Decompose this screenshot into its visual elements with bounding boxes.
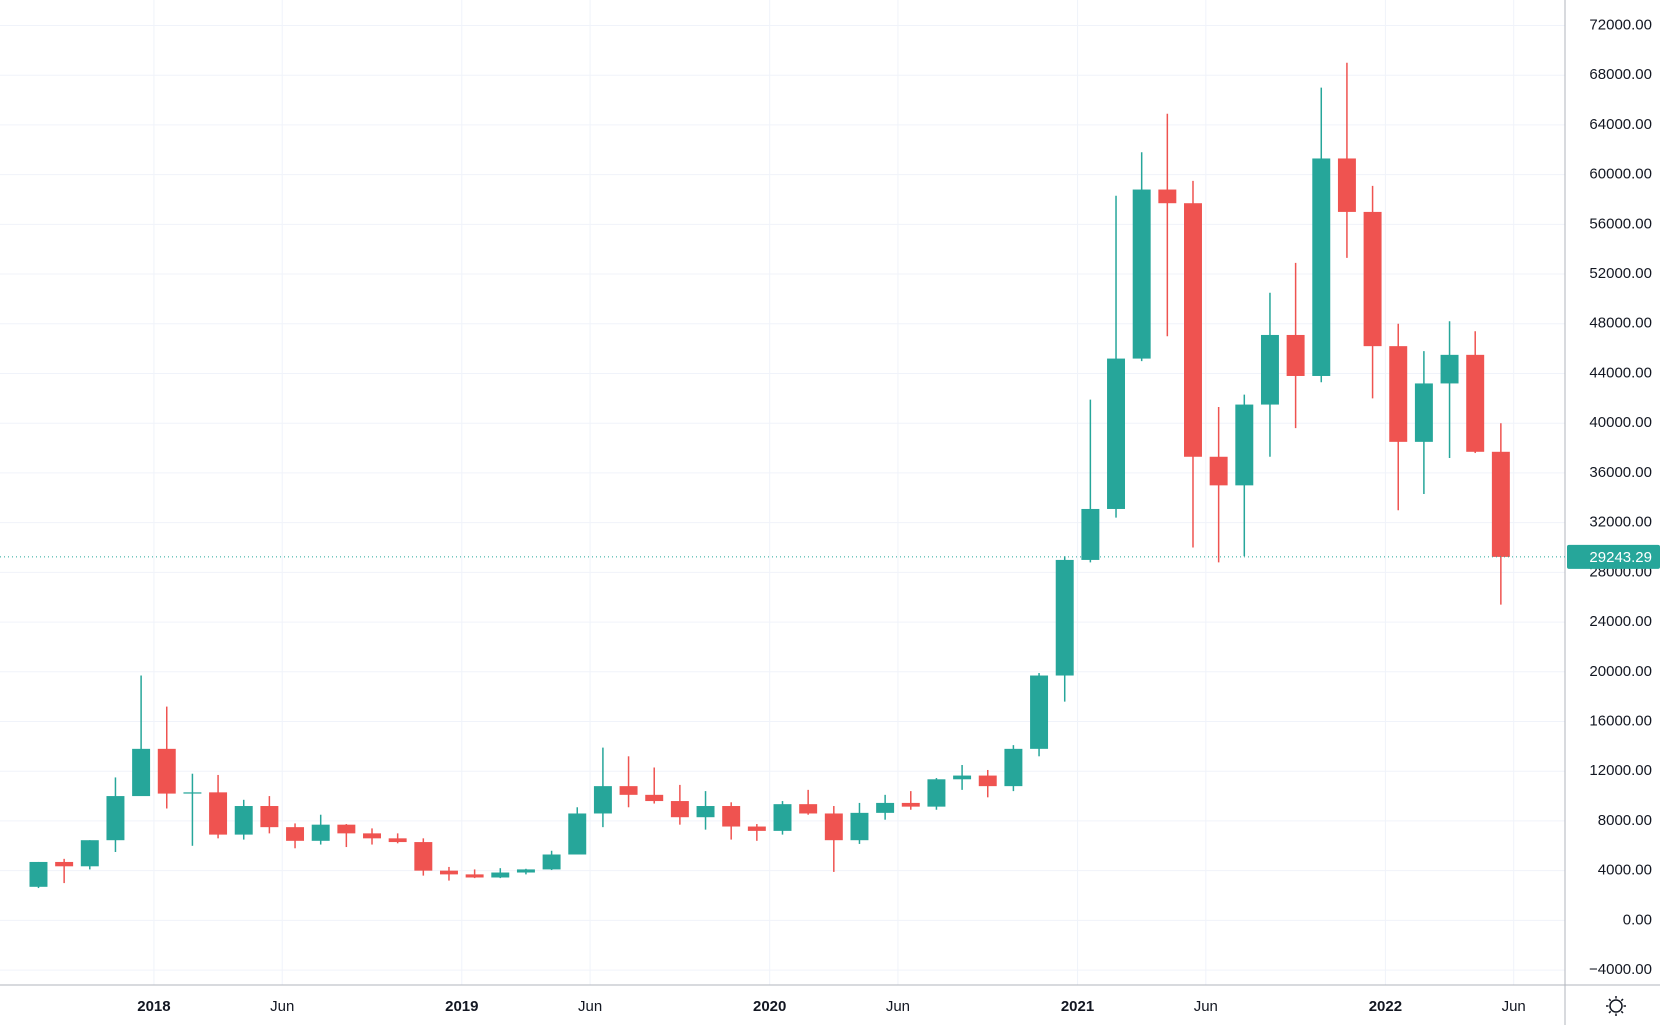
candle-body (824, 813, 843, 841)
candle-body (1004, 748, 1023, 787)
candle-body (593, 786, 612, 814)
y-tick-label: 8000.00 (1598, 812, 1652, 829)
candle-body (876, 802, 895, 813)
candle-body (414, 842, 433, 871)
candle-body (850, 812, 869, 841)
x-tick-label: 2019 (445, 998, 478, 1015)
y-tick-label: 12000.00 (1589, 762, 1652, 779)
candle-body (1081, 508, 1100, 560)
candle-body (465, 874, 484, 878)
candle-body (363, 833, 381, 839)
candle-body (1414, 383, 1433, 442)
candle-body (439, 870, 458, 875)
candle-body (1209, 456, 1228, 486)
y-tick-label: 72000.00 (1589, 16, 1652, 33)
candle-body (29, 861, 48, 887)
y-tick-label: 32000.00 (1589, 514, 1652, 531)
candle-body (1389, 346, 1408, 442)
candle-body (286, 827, 305, 841)
y-tick-label: 60000.00 (1589, 166, 1652, 183)
candle-body (234, 806, 253, 835)
y-tick-label: 0.00 (1623, 911, 1652, 928)
candle-body (670, 801, 689, 818)
candle-body (337, 824, 356, 834)
candle-body (901, 802, 920, 807)
y-tick-label: 20000.00 (1589, 663, 1652, 680)
candle-body (157, 748, 176, 794)
candle-body (696, 806, 715, 818)
candle-body (132, 748, 151, 797)
settings-icon[interactable] (1606, 996, 1626, 1016)
candle-body (1260, 334, 1279, 405)
candle-body (388, 838, 407, 843)
last-price-label: 29243.29 (1589, 549, 1652, 566)
candle-body (80, 840, 99, 867)
y-tick-label: 68000.00 (1589, 66, 1652, 83)
x-tick-label: Jun (270, 998, 294, 1015)
last-price-box (1567, 544, 1660, 569)
candle-body (799, 804, 818, 814)
candle-body (619, 786, 638, 795)
candle-body (1440, 354, 1459, 384)
candle-body (1158, 189, 1177, 204)
grid (0, 0, 1565, 985)
x-tick-label: 2021 (1061, 998, 1094, 1015)
candles (29, 62, 1510, 889)
candle-body (1466, 354, 1485, 452)
y-tick-label: 52000.00 (1589, 265, 1652, 282)
candle-body (260, 806, 279, 828)
candle-body (542, 854, 561, 870)
y-tick-label: 24000.00 (1589, 613, 1652, 630)
y-tick-label: 40000.00 (1589, 414, 1652, 431)
y-tick-label: 44000.00 (1589, 364, 1652, 381)
candle-body (516, 869, 535, 873)
y-tick-label: −4000.00 (1589, 961, 1652, 978)
x-tick-label: Jun (1502, 998, 1526, 1015)
x-tick-label: 2020 (753, 998, 786, 1015)
candle-body (747, 826, 766, 831)
candle-body (773, 804, 792, 831)
candle-body (645, 794, 664, 802)
x-tick-label: Jun (1194, 998, 1218, 1015)
candle-body (1030, 675, 1049, 749)
candle-body (183, 792, 202, 794)
y-tick-label: 56000.00 (1589, 215, 1652, 232)
y-tick-label: 64000.00 (1589, 116, 1652, 133)
candle-body (311, 824, 330, 841)
candle-body (209, 792, 228, 835)
candle-body (1337, 158, 1356, 212)
x-tick-label: Jun (578, 998, 602, 1015)
candle-body (722, 806, 741, 827)
candle-body (978, 775, 997, 787)
candle-body (1107, 358, 1126, 509)
y-tick-label: 48000.00 (1589, 315, 1652, 332)
candle-body (1235, 404, 1254, 486)
candle-body (927, 779, 946, 807)
x-tick-label: Jun (886, 998, 910, 1015)
y-tick-label: 36000.00 (1589, 464, 1652, 481)
x-tick-label: 2022 (1369, 998, 1402, 1015)
candle-body (1286, 334, 1305, 376)
candle-body (106, 796, 125, 841)
x-tick-label: 2018 (137, 998, 170, 1015)
candle-body (55, 861, 74, 867)
candle-body (1312, 158, 1331, 376)
candle-body (568, 813, 587, 855)
candle-body (1184, 203, 1202, 457)
candle-body (1491, 451, 1510, 557)
candle-body (491, 872, 510, 878)
candle-body (1055, 559, 1074, 676)
candle-body (953, 775, 972, 780)
candle-body (1132, 189, 1151, 359)
candle-body (1363, 211, 1382, 347)
y-tick-label: 16000.00 (1589, 712, 1652, 729)
y-tick-label: 4000.00 (1598, 862, 1652, 879)
